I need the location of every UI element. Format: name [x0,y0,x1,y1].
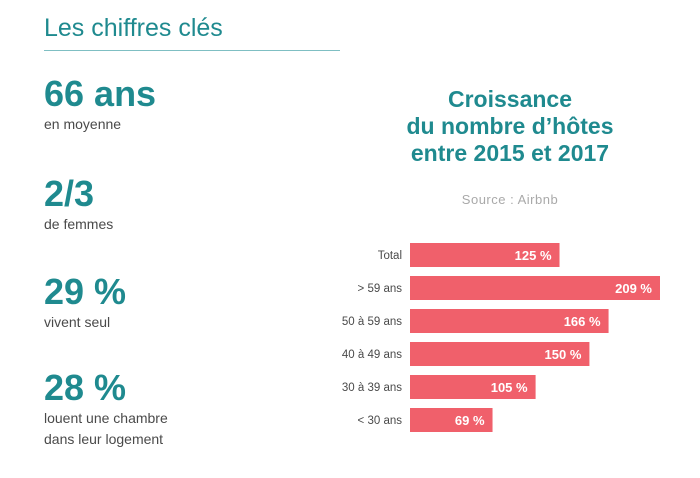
category-label: 30 à 39 ans [342,382,402,394]
chart-title-line-2: du nombre d’hôtes [406,113,614,139]
bar-chart: Total 125 % > 59 ans 209 % 50 à 59 ans 166 % 4… [342,243,660,432]
stat-label: de femmes [44,216,114,232]
stat-label: vivent seul [44,314,111,330]
value-label: 150 % [545,347,582,362]
stat-label-line-2: dans leur logement [44,431,164,447]
value-label: 69 % [455,413,485,428]
bar [410,309,609,333]
stat-value: 28 % [44,367,127,408]
bar [410,342,590,366]
value-label: 166 % [564,314,601,329]
category-label: 50 à 59 ans [342,316,402,328]
bar [410,375,536,399]
stat-value: 29 % [44,271,127,312]
stat-live-alone: 29 % vivent seul [44,272,126,333]
bar [410,243,560,267]
chart-title-line-3: entre 2015 et 2017 [410,140,610,166]
bar [410,408,493,432]
section-title: Les chiffres clés [44,14,223,42]
stat-rent-room: 28 % louent une chambre dans leur logeme… [44,368,168,450]
stat-label: en moyenne [44,116,122,132]
value-label: 125 % [515,248,552,263]
chart-title: Croissance du nombre d’hôtes entre 2015 … [340,86,680,167]
category-label: Total [378,250,402,262]
chart-title-line-1: Croissance [447,86,572,112]
value-label: 105 % [491,380,528,395]
chart-source: Source : Airbnb [461,192,559,207]
category-label: > 59 ans [358,283,403,295]
category-label: 40 à 49 ans [342,349,402,361]
stat-label-line-1: louent une chambre [44,410,168,426]
stat-women: 2/3 de femmes [44,174,113,235]
category-label: < 30 ans [358,415,403,427]
stat-value: 2/3 [44,173,95,214]
value-label: 209 % [615,281,652,296]
stat-average-age: 66 ans en moyenne [44,74,156,135]
bar [410,276,660,300]
title-divider [44,50,340,51]
stat-value: 66 ans [44,73,157,114]
